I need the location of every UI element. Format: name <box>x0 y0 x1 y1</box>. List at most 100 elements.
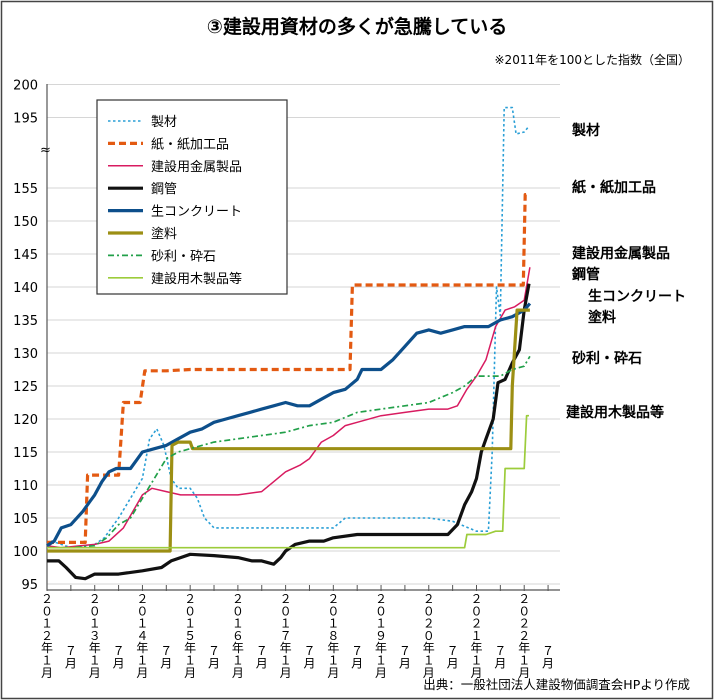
axes <box>46 84 560 591</box>
x-tick-label: 月 <box>423 666 435 680</box>
end-label: 製材 <box>571 122 600 139</box>
legend-label: 製材 <box>151 115 177 130</box>
x-tick-label: ７ <box>65 644 77 658</box>
x-tick-label: ２ <box>518 629 530 643</box>
x-tick-label: ０ <box>136 604 148 618</box>
x-tick-label: ７ <box>280 629 292 643</box>
x-tick-label: ２ <box>184 592 196 606</box>
end-label: 鋼管 <box>571 266 600 283</box>
series-lines <box>46 106 532 581</box>
x-tick-label: １ <box>280 654 292 668</box>
title-text: 建設用資材の多くが急騰している <box>223 15 507 38</box>
y-tick-label: 140 <box>13 281 38 296</box>
series-line-生コンクリート <box>46 302 532 548</box>
x-tick-label: 月 <box>351 656 363 670</box>
x-tick-label: ２ <box>518 592 530 606</box>
x-tick-label: １ <box>41 617 53 631</box>
x-tick-label: 月 <box>232 666 244 680</box>
x-tick-label: 年 <box>41 641 53 655</box>
series-line-鋼管 <box>47 283 531 581</box>
x-tick-label: 年 <box>470 641 482 655</box>
x-tick-label: ０ <box>327 604 339 618</box>
x-tick-label: ８ <box>327 629 339 643</box>
axis-break-symbol: ≈ <box>40 143 51 158</box>
x-tick-label: ０ <box>89 604 101 618</box>
series-line-塗料 <box>47 308 530 553</box>
x-tick-label: １ <box>327 617 339 631</box>
x-axis-ticks: ２０１２年１月７月２０１３年１月７月２０１４年１月７月２０１５年１月７月２０１６… <box>41 585 554 680</box>
title-number: ③ <box>207 16 223 38</box>
series-line-建設用木製品等 <box>47 414 529 549</box>
x-tick-label: ７ <box>542 644 554 658</box>
x-tick-label: 年 <box>89 641 101 655</box>
y-tick-label: 150 <box>13 215 38 230</box>
y-tick-label: 195 <box>13 112 38 127</box>
x-tick-label: ７ <box>160 644 172 658</box>
x-tick-label: １ <box>470 654 482 668</box>
series-line-砂利・砕石 <box>47 355 531 549</box>
x-tick-label: １ <box>41 654 53 668</box>
x-tick-label: １ <box>232 617 244 631</box>
x-tick-label: ２ <box>280 592 292 606</box>
y-tick-label: 100 <box>13 545 38 560</box>
x-tick-label: ９ <box>375 629 387 643</box>
x-tick-label: ２ <box>470 592 482 606</box>
legend-label: 塗料 <box>151 226 177 242</box>
x-tick-label: １ <box>518 654 530 668</box>
end-label: 建設用金属製品 <box>572 245 670 262</box>
y-tick-label: 155 <box>13 182 38 197</box>
x-tick-label: ０ <box>518 604 530 618</box>
x-tick-label: １ <box>232 654 244 668</box>
x-tick-label: 月 <box>136 666 148 680</box>
y-tick-label: 110 <box>13 479 38 494</box>
x-tick-label: ４ <box>136 629 148 643</box>
x-tick-label: １ <box>89 617 101 631</box>
x-tick-label: １ <box>136 617 148 631</box>
x-tick-label: 年 <box>375 641 387 655</box>
series-line-建設用金属製品 <box>46 267 531 549</box>
source-note: 出典：一般社団法人建設物価調査会HPより作成 <box>423 677 690 692</box>
x-tick-label: 年 <box>136 641 148 655</box>
legend-label: 建設用金属製品 <box>151 159 242 175</box>
x-tick-label: １ <box>280 617 292 631</box>
x-tick-label: ２ <box>470 617 482 631</box>
x-tick-label: １ <box>136 654 148 668</box>
x-tick-label: 年 <box>280 641 292 655</box>
x-tick-label: ５ <box>184 629 196 643</box>
y-tick-label: 130 <box>13 347 38 362</box>
x-tick-label: 年 <box>423 641 435 655</box>
chart-note: ※2011年を100とした指数（全国） <box>495 52 691 67</box>
x-tick-label: 月 <box>375 666 387 680</box>
legend-label: 鋼管 <box>151 182 177 197</box>
chart-title: ③建設用資材の多くが急騰している <box>207 15 508 38</box>
x-tick-label: 年 <box>327 641 339 655</box>
x-tick-label: ７ <box>494 644 506 658</box>
x-tick-label: ２ <box>423 592 435 606</box>
x-tick-label: １ <box>470 629 482 643</box>
x-tick-label: ２ <box>41 592 53 606</box>
x-tick-label: ７ <box>113 644 125 658</box>
x-tick-label: ２ <box>327 592 339 606</box>
x-tick-label: ０ <box>375 604 387 618</box>
x-tick-label: ２ <box>375 592 387 606</box>
end-label: 塗料 <box>588 309 616 326</box>
x-tick-label: 月 <box>208 656 220 670</box>
x-tick-label: ７ <box>399 644 411 658</box>
x-tick-label: ２ <box>232 592 244 606</box>
legend-label: 紙・紙加工品 <box>151 137 229 152</box>
x-tick-label: ７ <box>351 644 363 658</box>
legend-label: 建設用木製品等 <box>151 271 242 287</box>
y-tick-label: 200 <box>13 79 38 94</box>
x-tick-label: 月 <box>256 656 268 670</box>
series-line-紙・紙加工品 <box>47 193 529 544</box>
y-tick-label: 120 <box>13 413 38 428</box>
x-tick-label: ０ <box>41 604 53 618</box>
x-tick-label: ７ <box>447 644 459 658</box>
x-tick-label: ２ <box>41 629 53 643</box>
series-line-製材 <box>46 106 529 549</box>
x-tick-label: ７ <box>256 644 268 658</box>
x-tick-label: 月 <box>89 666 101 680</box>
x-tick-label: ０ <box>423 604 435 618</box>
x-tick-label: 月 <box>470 666 482 680</box>
